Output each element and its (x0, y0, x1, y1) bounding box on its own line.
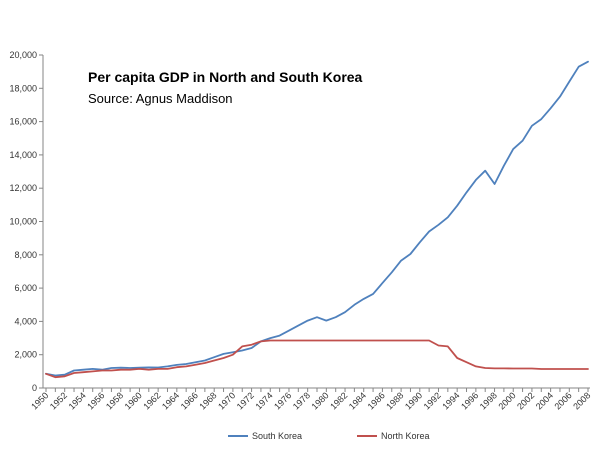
x-tick-label: 1980 (310, 390, 331, 411)
x-tick-label: 1984 (347, 390, 368, 411)
legend-label-north-korea: North Korea (381, 431, 430, 441)
x-tick-label: 1976 (272, 390, 293, 411)
x-tick-label: 1958 (104, 390, 125, 411)
y-tick-label: 6,000 (14, 283, 37, 293)
x-tick-label: 1994 (440, 390, 461, 411)
x-tick-label: 2008 (571, 390, 592, 411)
legend: South Korea North Korea (228, 431, 430, 441)
series-line-north-korea (45, 339, 589, 379)
x-tick-label: 1960 (123, 390, 144, 411)
x-tick-label: 1970 (216, 390, 237, 411)
chart-title: Per capita GDP in North and South Korea (88, 69, 363, 85)
legend-label-south-korea: South Korea (252, 431, 302, 441)
series-layer (45, 60, 589, 379)
y-tick-label: 12,000 (9, 183, 37, 193)
series-line-south-korea (45, 60, 589, 377)
x-tick-label: 1992 (422, 390, 443, 411)
y-tick-label: 16,000 (9, 117, 37, 127)
y-tick-label: 18,000 (9, 83, 37, 93)
y-tick-label: 0 (32, 383, 37, 393)
x-tick-label: 2004 (534, 390, 555, 411)
x-tick-label: 1968 (197, 390, 218, 411)
y-tick-label: 2,000 (14, 350, 37, 360)
x-tick-label: 1950 (29, 390, 50, 411)
x-tick-label: 1966 (179, 390, 200, 411)
y-tick-label: 8,000 (14, 250, 37, 260)
x-tick-label: 1964 (160, 390, 181, 411)
x-tick-label: 2002 (515, 390, 536, 411)
x-tick-label: 1982 (328, 390, 349, 411)
y-tick-label: 20,000 (9, 50, 37, 60)
x-tick-label: 1954 (67, 390, 88, 411)
y-tick-label: 4,000 (14, 316, 37, 326)
x-tick-label: 1996 (459, 390, 480, 411)
x-tick-label: 1988 (384, 390, 405, 411)
x-tick-label: 1974 (253, 390, 274, 411)
x-tick-label: 1956 (85, 390, 106, 411)
x-tick-label: 1972 (235, 390, 256, 411)
x-tick-label: 1990 (403, 390, 424, 411)
chart-subtitle: Source: Agnus Maddison (88, 91, 233, 106)
x-tick-label: 2006 (552, 390, 573, 411)
x-tick-label: 1978 (291, 390, 312, 411)
x-tick-label: 1986 (366, 390, 387, 411)
x-tick-label: 2000 (496, 390, 517, 411)
x-tick-label: 1962 (141, 390, 162, 411)
x-tick-label: 1998 (478, 390, 499, 411)
y-tick-label: 10,000 (9, 217, 37, 227)
x-tick-label: 1952 (48, 390, 69, 411)
y-tick-label: 14,000 (9, 150, 37, 160)
